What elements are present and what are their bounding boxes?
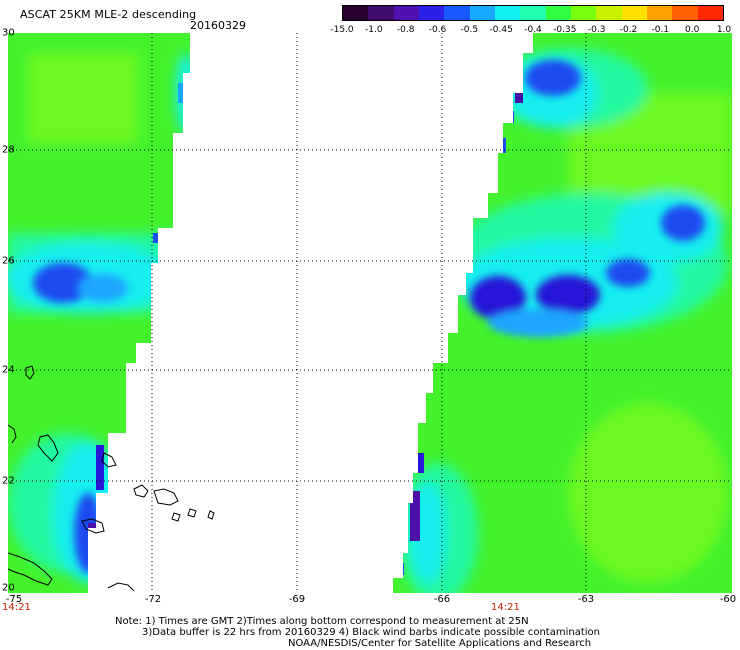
lat-label-28: 28 xyxy=(2,144,15,156)
colorbar-segment xyxy=(596,6,622,20)
lon-label-66: -66 xyxy=(433,594,451,605)
right-swath-blue-band-east xyxy=(606,259,650,287)
gridlines xyxy=(8,33,732,593)
right-swath-lime-se xyxy=(568,403,728,583)
colorbar-tick-label: -0.5 xyxy=(460,25,479,35)
colorbar-segment xyxy=(570,6,597,20)
colorbar-segment xyxy=(520,6,546,20)
left-swath-lightblue-patch xyxy=(78,274,128,302)
chart-title: ASCAT 25KM MLE-2 descending xyxy=(20,8,197,21)
coastline-islet-2 xyxy=(187,508,197,518)
colorbar-tick-label: -0.6 xyxy=(428,25,447,35)
left-swath-blue-patch xyxy=(33,263,93,303)
right-swath xyxy=(393,33,732,593)
coastline-cuba xyxy=(8,552,53,586)
colorbar-segment xyxy=(621,6,647,20)
lon-label-72: -72 xyxy=(144,594,162,605)
colorbar-tick-label: -0.2 xyxy=(619,25,638,35)
colorbar-segment xyxy=(343,6,369,20)
coastline-long-island xyxy=(101,452,117,468)
colorbar-tick-label: -0.3 xyxy=(587,25,606,35)
colorbar-segment xyxy=(469,6,495,20)
left-swath-lime-patch xyxy=(28,53,138,143)
colorbar-tick-label: -0.8 xyxy=(396,25,415,35)
note-line-2: 3)Data buffer is 22 hrs from 20160329 4)… xyxy=(142,627,600,638)
coastline-turks xyxy=(133,484,149,498)
right-swath-lightblue-band xyxy=(488,309,588,337)
colorbar-segment xyxy=(368,6,394,20)
colorbar-tick-label: -15.0 xyxy=(330,25,354,35)
time-label-left: 14:21 xyxy=(2,602,31,613)
chart-date: 20160329 xyxy=(190,19,246,32)
note-line-1: Note: 1) Times are GMT 2)Times along bot… xyxy=(115,616,529,627)
left-swath-blue-edge xyxy=(153,233,159,243)
colorbar-segment xyxy=(545,6,571,20)
right-swath-blue-edge-2 xyxy=(506,111,514,123)
right-swath-purple-edge-1 xyxy=(410,491,420,541)
right-swath-blue-north xyxy=(525,60,581,96)
time-label-right: 14:21 xyxy=(491,602,520,613)
right-swath-purple-edge-2 xyxy=(515,81,523,103)
coastline-islet-3 xyxy=(207,510,215,520)
lon-label-60: -60 xyxy=(719,594,737,605)
coastline-caicos xyxy=(153,488,179,506)
coastline-inagua xyxy=(81,518,105,534)
right-swath-blue-edge-3 xyxy=(498,138,506,153)
colorbar-tick-label: -0.35 xyxy=(553,25,577,35)
colorbar-segment xyxy=(697,6,723,20)
coastline-islet-1 xyxy=(171,512,181,522)
map-svg xyxy=(8,33,732,593)
colorbar-tick-label: -0.45 xyxy=(489,25,513,35)
lon-label-63: -63 xyxy=(577,594,595,605)
right-swath-blue-edge-1 xyxy=(416,453,424,473)
right-swath-blue-ne xyxy=(661,205,705,241)
colorbar xyxy=(342,5,724,21)
lon-label-75: -75 xyxy=(5,594,23,605)
coastline-abaco xyxy=(25,365,35,380)
coastline-eleuthera xyxy=(8,424,17,444)
left-swath xyxy=(8,33,190,593)
colorbar-segment xyxy=(494,6,521,20)
coastline-hispaniola xyxy=(107,582,135,592)
lat-label-22: 22 xyxy=(2,475,15,487)
colorbar-tick-label: -0.1 xyxy=(651,25,670,35)
lon-label-69: -69 xyxy=(288,594,306,605)
coastline-andros xyxy=(37,434,59,462)
colorbar-tick-label: -0.4 xyxy=(524,25,542,35)
lat-label-26: 26 xyxy=(2,255,15,267)
colorbar-tick-label: 1.0 xyxy=(716,25,732,35)
left-swath-purple-edge-2 xyxy=(88,523,98,558)
left-swath-blue-edge-2 xyxy=(178,83,184,103)
colorbar-segment xyxy=(672,6,698,20)
colorbar-labels: -15.0 -1.0 -0.8 -0.6 -0.5 -0.45 -0.4 -0.35 -0.3 -… xyxy=(330,25,740,37)
colorbar-segment xyxy=(418,6,445,20)
colorbar-tick-label: 0.0 xyxy=(684,25,700,35)
left-swath-purple-edge-1 xyxy=(96,445,104,490)
colorbar-segment xyxy=(393,6,419,20)
coastlines xyxy=(8,365,215,592)
right-swath-blue-band-mid xyxy=(536,275,600,315)
note-line-3: NOAA/NESDIS/Center for Satellite Applica… xyxy=(288,638,592,649)
map-frame xyxy=(8,33,732,593)
colorbar-tick-label: -1.0 xyxy=(365,25,383,35)
lat-label-24: 24 xyxy=(2,364,15,376)
colorbar-segment xyxy=(444,6,470,20)
lat-label-20: 20 xyxy=(2,582,15,594)
colorbar-segment xyxy=(646,6,673,20)
lat-label-30: 30 xyxy=(2,27,15,39)
right-swath-blue-edge-4 xyxy=(396,563,404,575)
right-swath-blue-band-west xyxy=(470,276,526,320)
